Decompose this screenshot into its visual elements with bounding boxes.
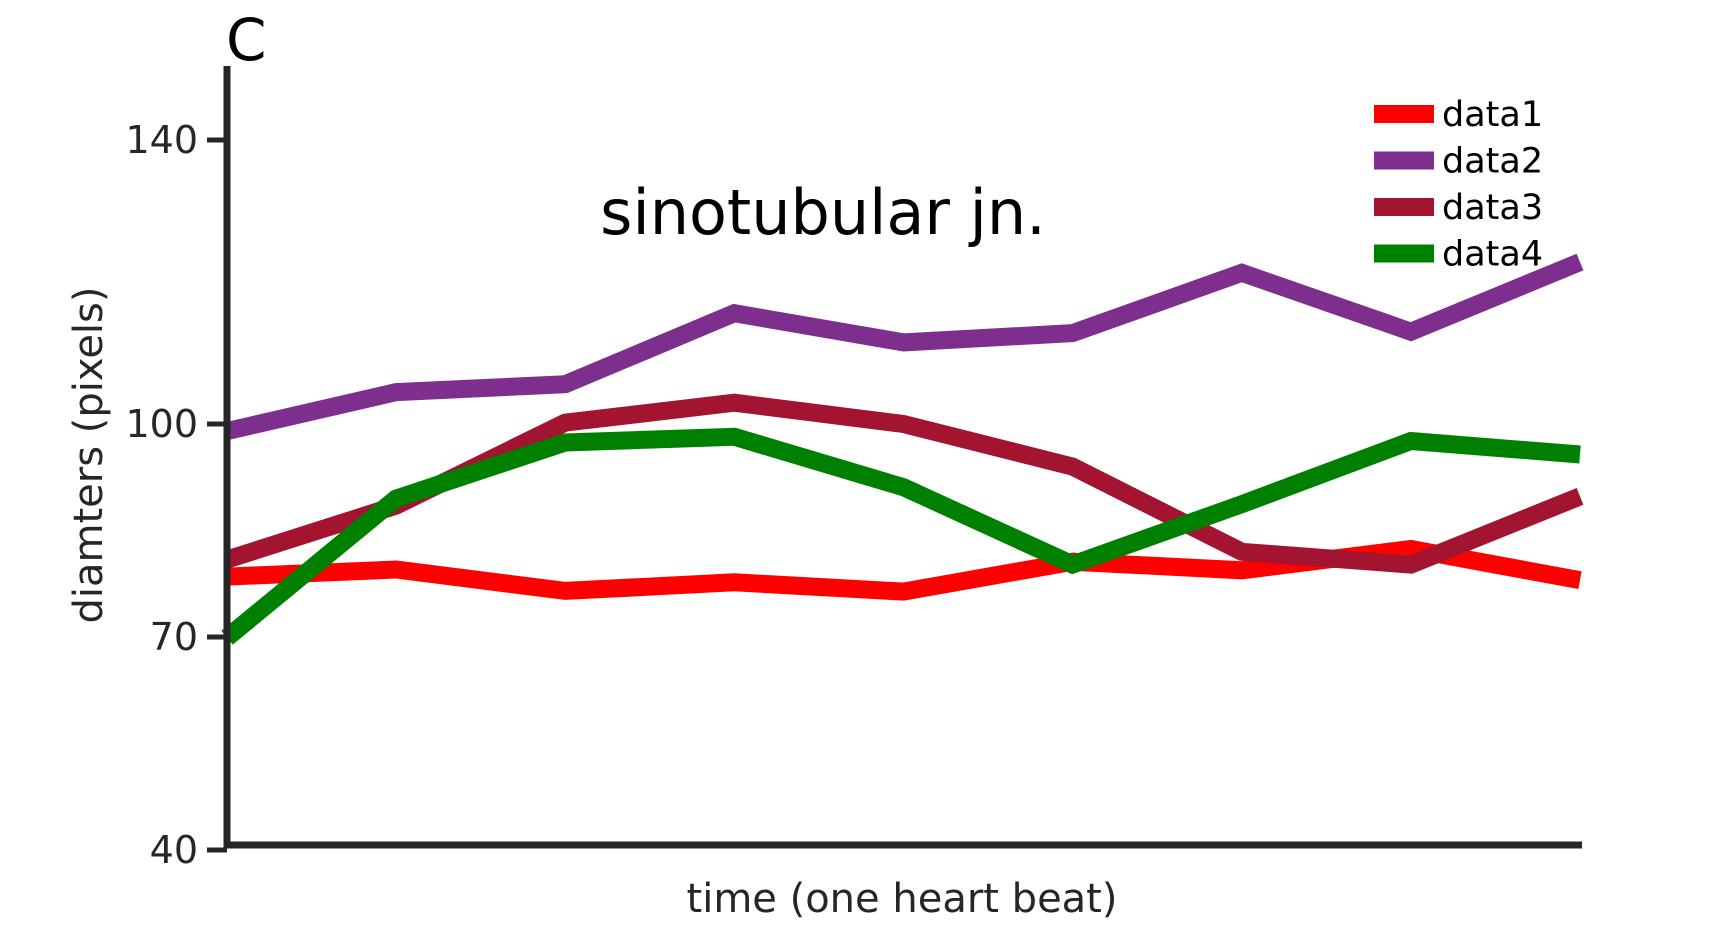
y-tick-label: 70 <box>150 615 198 659</box>
legend: data1 data2 data3 data4 <box>1374 95 1543 275</box>
y-axis-label: diamters (pixels) <box>66 287 112 624</box>
series-line-data2 <box>224 253 1584 440</box>
y-tick-label: 40 <box>150 828 198 872</box>
series-lines <box>221 253 1584 645</box>
x-axis-label: time (one heart beat) <box>687 876 1118 922</box>
legend-label-data3: data3 <box>1442 188 1543 228</box>
legend-label-data1: data1 <box>1442 95 1543 135</box>
series-line-data4 <box>221 427 1581 645</box>
panel-label: C <box>226 6 267 74</box>
y-axis-ticks: 40 70 100 140 <box>125 118 227 872</box>
y-tick-label: 100 <box>125 402 198 446</box>
chart-annotation: sinotubular jn. <box>600 176 1046 249</box>
y-tick-label: 140 <box>125 118 198 162</box>
legend-label-data4: data4 <box>1442 235 1543 275</box>
legend-label-data2: data2 <box>1442 142 1543 182</box>
